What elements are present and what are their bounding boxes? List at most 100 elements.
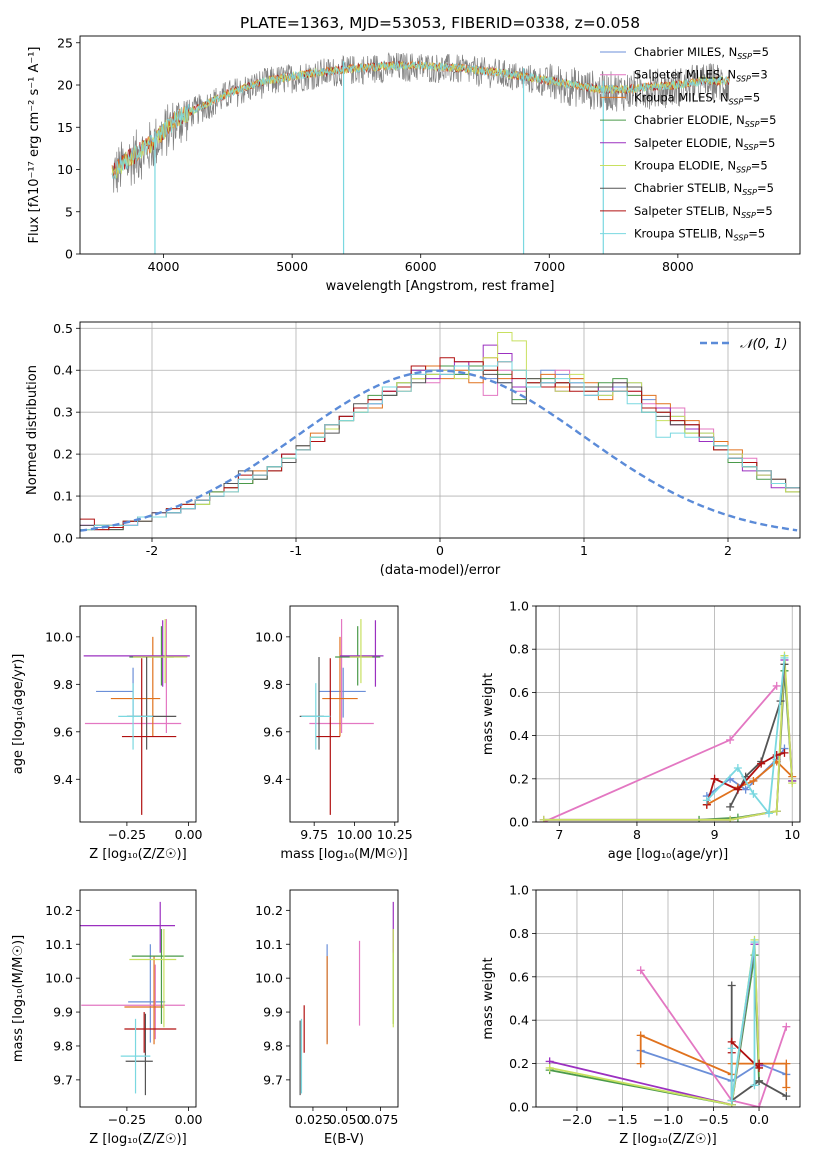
y-tick-label: 0.1 [53, 489, 73, 504]
x-tick-label: 7 [555, 827, 563, 842]
weight-marker [726, 735, 735, 744]
y-tick-label: 10 [57, 162, 73, 177]
x-tick-label: 5000 [276, 259, 308, 274]
y-tick-label: 9.8 [53, 1038, 73, 1053]
x-axis-label: Z [log₁₀(Z/Z☉)] [89, 1132, 186, 1147]
weight-line [639, 969, 788, 1107]
weight-marker [757, 759, 766, 768]
legend-subscript: SSP [736, 75, 751, 84]
x-tick-label: 6000 [405, 259, 437, 274]
x-tick-label: 0.00 [175, 1112, 203, 1127]
normal-curve [80, 369, 798, 532]
y-axis-label: age [log₁₀(age/yr)] [11, 654, 26, 775]
legend-text: Chabrier MILES, N [634, 45, 737, 59]
y-tick-label: 15 [57, 120, 73, 135]
weight-marker [636, 966, 645, 975]
y-tick-label: 0.2 [53, 447, 73, 462]
y-tick-label: 10.0 [255, 971, 283, 986]
x-tick-label: −2.0 [562, 1112, 592, 1127]
weight-marker [749, 776, 758, 785]
weight-marker [727, 981, 736, 990]
axes-frame [535, 889, 801, 1108]
legend-suffix: =5 [757, 181, 774, 195]
x-tick-label: 8 [633, 827, 641, 842]
x-axis-label: Z [log₁₀(Z/Z☉)] [619, 1132, 716, 1147]
y-tick-label: 10.2 [45, 903, 73, 918]
histogram-step-line [80, 357, 800, 531]
x-tick-label: 10 [784, 827, 800, 842]
mass-vs-metallicity-panel: −0.25 0.00 9.7 9.8 9.9 10.0 10.1 10.2 Z [log₁₀(Z… [11, 889, 203, 1147]
y-tick-label: 5 [65, 204, 73, 219]
weight-marker [772, 681, 781, 690]
legend-subscript: SSP [741, 211, 756, 220]
plot-area [299, 901, 394, 1096]
figure-title: PLATE=1363, MJD=53053, FIBERID=0338, z=0… [240, 14, 640, 32]
weight-marker [727, 1096, 736, 1105]
legend-entry: Kroupa ELODIE, NSSP=5 [634, 159, 768, 175]
y-axis-label: Normed distribution [25, 365, 40, 495]
weight-marker [727, 1044, 736, 1053]
normal-curve-legend: 𝒩(0, 1) [740, 337, 787, 352]
legend-subscript: SSP [744, 143, 759, 152]
legend-subscript: SSP [745, 120, 760, 129]
legend-entry: Chabrier ELODIE, NSSP=5 [634, 113, 776, 129]
axes-frame [79, 321, 801, 539]
weight-marker [726, 802, 735, 811]
y-tick-label: 9.7 [53, 1072, 73, 1087]
y-tick-label: 10.0 [45, 971, 73, 986]
weight-marker [545, 1063, 554, 1072]
plot-area [83, 619, 190, 815]
weight-marker [755, 1103, 764, 1107]
y-tick-label: 9.6 [53, 724, 73, 739]
weight-marker [710, 774, 719, 783]
weight-marker [750, 938, 759, 947]
y-axis-label: mass weight [481, 957, 496, 1039]
legend-entry: Kroupa MILES, NSSP=5 [634, 90, 760, 106]
x-tick-label: −0.25 [108, 827, 146, 842]
y-tick-label: 0.3 [53, 405, 73, 420]
y-tick-label: 9.8 [53, 677, 73, 692]
y-tick-label: 0.8 [509, 926, 529, 941]
legend-suffix: =5 [752, 45, 769, 59]
x-tick-label: 0.025 [295, 1112, 331, 1127]
legend-entry: Chabrier MILES, NSSP=5 [634, 45, 769, 61]
axes-frame [79, 605, 197, 823]
y-tick-label: 9.9 [263, 1005, 283, 1020]
legend-subscript: SSP [742, 188, 757, 197]
y-tick-label: 0 [65, 247, 73, 262]
legend-text: Salpeter STELIB, N [634, 204, 741, 218]
axes-frame [79, 35, 801, 255]
x-tick-label: 9 [711, 827, 719, 842]
legend-entry: Salpeter STELIB, NSSP=5 [634, 204, 773, 220]
x-tick-label: 0.050 [329, 1112, 365, 1127]
legend-text: Kroupa ELODIE, N [634, 159, 736, 173]
weight-vs-age-panel: 7 8 9 10 0.0 0.2 0.4 0.6 0.8 1.0 age [log₁₀(age/yr… [481, 599, 801, 862]
x-tick-label: 2 [724, 543, 732, 558]
weight-marker [636, 1059, 645, 1068]
y-tick-label: 9.9 [53, 1005, 73, 1020]
x-tick-label: −0.25 [108, 1112, 146, 1127]
y-tick-label: 0.6 [509, 685, 529, 700]
y-tick-label: 9.8 [263, 677, 283, 692]
x-tick-label: 8000 [662, 259, 694, 274]
y-tick-label: 20 [57, 78, 73, 93]
y-tick-label: 1.0 [509, 599, 529, 614]
legend-suffix: =3 [751, 68, 768, 82]
x-tick-label: -2 [146, 543, 158, 558]
weight-marker [733, 785, 742, 794]
weight-line [730, 941, 756, 1101]
axes-frame [289, 605, 399, 823]
histogram-step-line [80, 369, 800, 531]
plot-area [111, 52, 730, 254]
weight-marker [733, 764, 742, 772]
weight-marker [750, 1081, 759, 1090]
legend-suffix: =5 [743, 90, 760, 104]
weight-marker [755, 1059, 764, 1068]
histogram-step-line [80, 365, 800, 531]
y-tick-label: 0.5 [53, 321, 73, 336]
weight-marker [702, 796, 711, 805]
model-spectrum-line [111, 60, 730, 180]
